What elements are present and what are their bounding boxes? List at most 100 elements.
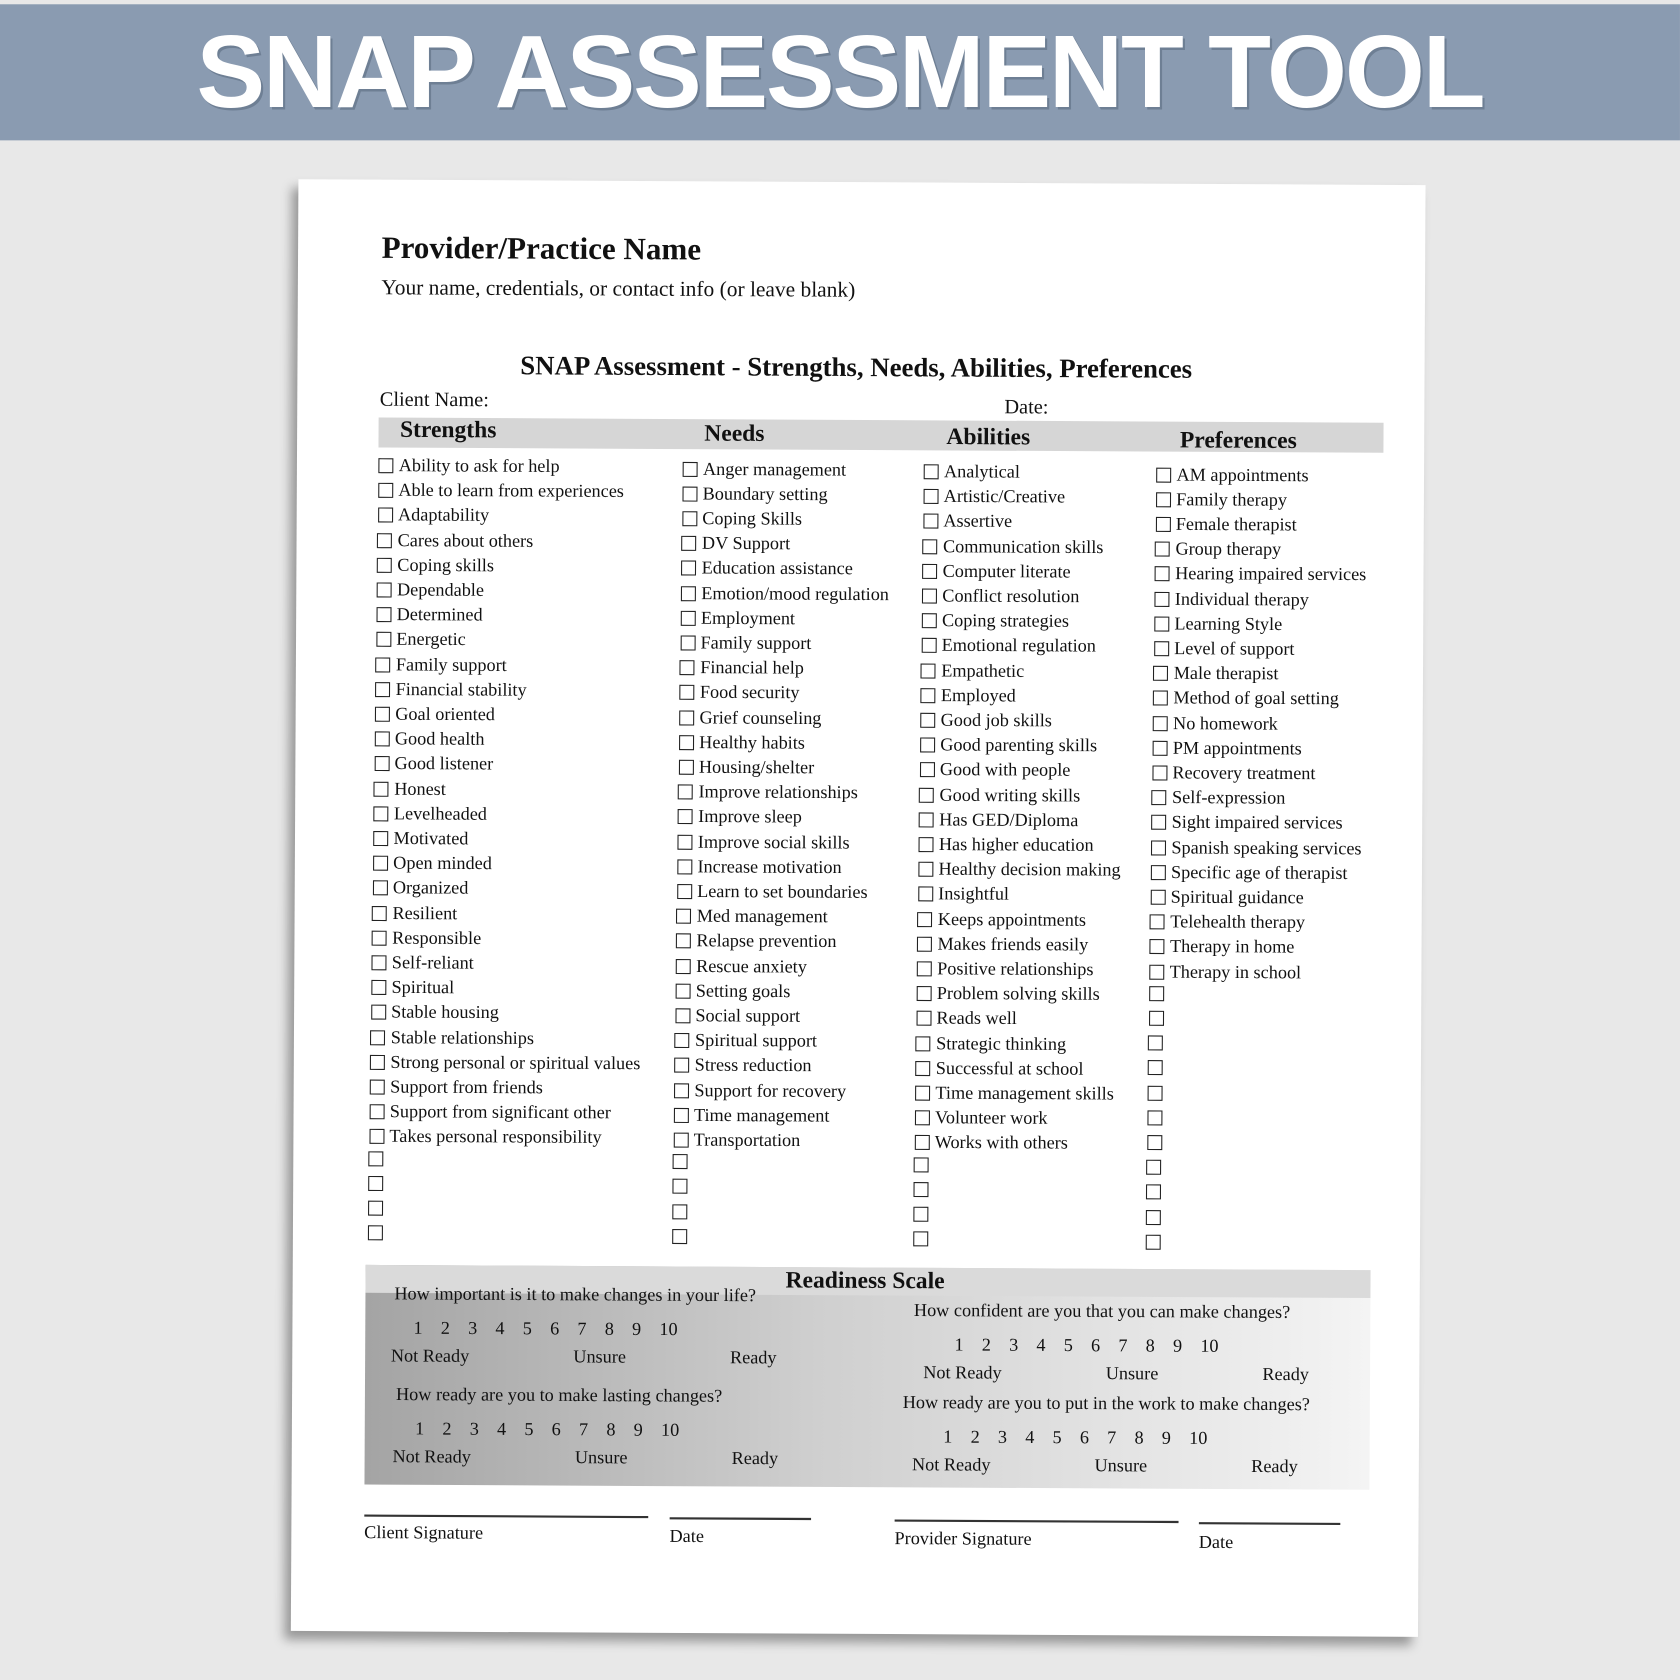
checklist-item[interactable]: Spiritual guidance [1150, 886, 1304, 908]
checkbox[interactable] [672, 1154, 689, 1170]
checkbox[interactable] [676, 933, 692, 949]
checkbox[interactable] [675, 1008, 691, 1024]
checkbox[interactable] [673, 1082, 690, 1098]
checkbox[interactable] [917, 911, 933, 927]
checkbox[interactable] [675, 958, 691, 974]
checklist-item[interactable]: Assertive [922, 511, 1012, 533]
checklist-item[interactable] [368, 1200, 388, 1216]
checklist-item[interactable]: Reads well [916, 1008, 1017, 1030]
checklist-item[interactable]: Strategic thinking [915, 1033, 1066, 1055]
rating-option[interactable]: 2 [970, 1426, 980, 1448]
checklist-item[interactable]: Learning Style [1154, 613, 1282, 635]
checkbox[interactable] [678, 734, 694, 750]
checklist-item[interactable]: Keeps appointments [917, 908, 1086, 930]
checkbox[interactable] [1146, 1134, 1162, 1151]
checkbox[interactable] [373, 806, 389, 822]
checklist-item[interactable]: Relapse prevention [676, 930, 837, 952]
rating-option[interactable]: 1 [943, 1426, 953, 1447]
checklist-item[interactable]: Anger management [682, 458, 846, 480]
checkbox[interactable] [1152, 740, 1168, 756]
rating-option[interactable]: 3 [1009, 1334, 1019, 1356]
checklist-item[interactable] [1148, 1010, 1169, 1026]
checkbox[interactable] [680, 610, 696, 626]
checkbox[interactable] [1151, 815, 1167, 831]
checkbox[interactable] [1149, 914, 1166, 930]
rating-option[interactable]: 9 [1172, 1335, 1183, 1356]
checklist-item[interactable]: Therapy in home [1149, 936, 1294, 958]
checkbox[interactable] [682, 461, 698, 477]
signature-line[interactable] [1198, 1522, 1341, 1525]
checklist-item[interactable]: Rescue anxiety [675, 955, 807, 977]
checklist-item[interactable]: Healthy decision making [918, 859, 1121, 881]
checkbox[interactable] [920, 712, 936, 728]
checkbox[interactable] [1152, 715, 1168, 731]
checkbox[interactable] [1155, 516, 1171, 532]
checklist-item[interactable]: Good job skills [920, 710, 1052, 732]
checkbox[interactable] [370, 1054, 386, 1070]
checklist-item[interactable]: Self-expression [1151, 787, 1285, 809]
checklist-item[interactable]: Financial stability [375, 679, 527, 701]
checkbox[interactable] [679, 709, 695, 726]
checkbox[interactable] [671, 1228, 688, 1244]
checkbox[interactable] [921, 638, 937, 654]
checklist-item[interactable]: Strong personal or spiritual values [370, 1051, 640, 1074]
checklist-item[interactable]: Insightful [917, 884, 1009, 906]
checkbox[interactable] [372, 855, 388, 871]
checkbox[interactable] [376, 607, 392, 623]
checklist-item[interactable] [1145, 1234, 1165, 1250]
checklist-item[interactable]: Boundary setting [682, 483, 828, 505]
rating-option[interactable]: 1 [415, 1418, 425, 1439]
checklist-item[interactable]: Grief counseling [679, 707, 822, 729]
checkbox[interactable] [375, 632, 391, 648]
checkbox[interactable] [677, 859, 693, 875]
checkbox[interactable] [372, 880, 388, 896]
rating-option[interactable]: 5 [1063, 1334, 1073, 1356]
rating-option[interactable]: 10 [659, 1318, 678, 1340]
checklist-item[interactable]: Support for recovery [673, 1080, 846, 1102]
checklist-item[interactable]: Artistic/Creative [923, 486, 1065, 508]
checklist-item[interactable] [1146, 1184, 1166, 1200]
checkbox[interactable] [373, 831, 389, 847]
rating-option[interactable]: 8 [606, 1419, 616, 1440]
checkbox[interactable] [917, 936, 933, 952]
checkbox[interactable] [680, 585, 696, 601]
checkbox[interactable] [674, 1057, 690, 1073]
checklist-item[interactable]: Good health [374, 728, 485, 750]
checklist-item[interactable]: Stress reduction [674, 1055, 812, 1077]
client-name-label[interactable]: Client Name: [379, 388, 489, 412]
checklist-item[interactable] [367, 1225, 388, 1241]
checklist-item[interactable]: Group therapy [1155, 538, 1281, 560]
checklist-item[interactable]: Positive relationships [916, 958, 1094, 980]
checkbox[interactable] [1153, 665, 1169, 681]
checkbox[interactable] [920, 663, 936, 679]
rating-option[interactable]: 10 [1200, 1335, 1219, 1357]
checklist-item[interactable]: Empathetic [920, 660, 1024, 682]
checklist-item[interactable]: Therapy in school [1149, 961, 1301, 983]
checklist-item[interactable]: Increase motivation [677, 856, 842, 878]
checklist-item[interactable]: Housing/shelter [678, 756, 814, 778]
checklist-item[interactable]: Emotional regulation [921, 635, 1096, 657]
rating-option[interactable]: 2 [442, 1418, 452, 1439]
checkbox[interactable] [1150, 889, 1166, 905]
checklist-item[interactable] [672, 1203, 692, 1219]
checklist-item[interactable]: Female therapist [1155, 514, 1297, 536]
checklist-item[interactable]: Open minded [372, 853, 492, 875]
checklist-item[interactable]: Improve sleep [677, 806, 802, 828]
checklist-item[interactable]: Employed [920, 685, 1016, 707]
checkbox[interactable] [913, 1181, 929, 1197]
checkbox[interactable] [677, 809, 693, 825]
checkbox[interactable] [1146, 1159, 1162, 1175]
checkbox[interactable] [921, 588, 938, 604]
checkbox[interactable] [682, 486, 698, 502]
checklist-item[interactable]: Honest [373, 778, 446, 800]
checklist-item[interactable]: Conflict resolution [921, 585, 1079, 607]
checklist-item[interactable]: Recovery treatment [1151, 762, 1316, 784]
checklist-item[interactable]: Has higher education [918, 834, 1094, 856]
rating-option[interactable]: 3 [469, 1418, 479, 1440]
checkbox[interactable] [370, 1029, 386, 1045]
checklist-item[interactable]: Healthy habits [678, 732, 805, 754]
checkbox[interactable] [681, 535, 697, 552]
checklist-item[interactable] [671, 1228, 692, 1244]
rating-option[interactable]: 8 [1145, 1335, 1155, 1356]
rating-option[interactable]: 7 [1107, 1427, 1117, 1448]
